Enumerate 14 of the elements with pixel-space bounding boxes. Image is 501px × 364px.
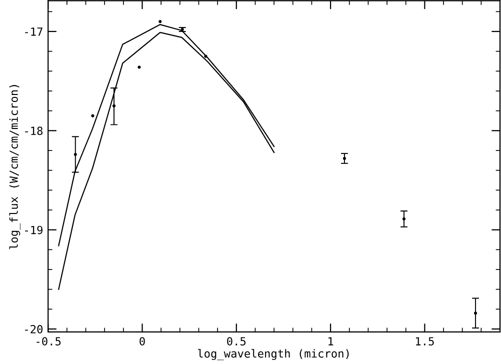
point [91, 114, 94, 118]
point [138, 66, 141, 69]
y-tick-label: -18 [25, 126, 43, 136]
x-tick-label: 0 [140, 337, 145, 346]
x-tick-label: -0.5 [36, 337, 61, 346]
x-tick-label: 0.5 [227, 337, 246, 346]
y-tick-label: -19 [25, 226, 42, 234]
x-axis-title: log_wavelength (micron) [198, 349, 349, 360]
point [158, 20, 162, 24]
x-tick-label: 1 [328, 337, 334, 346]
y-tick-label: -20 [25, 324, 43, 334]
y-tick-label: -17 [25, 28, 42, 36]
x-tick-label: 1.5 [416, 337, 434, 346]
y-axis-title: log_flux (W/cm/cm/micron) [9, 85, 20, 250]
